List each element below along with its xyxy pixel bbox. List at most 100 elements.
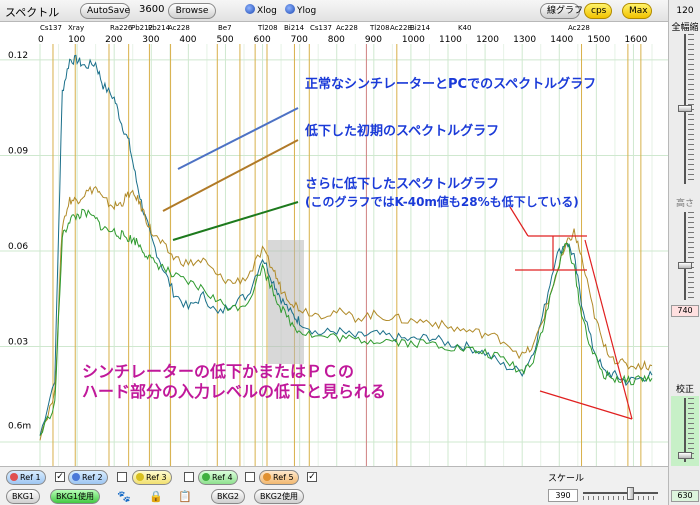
peak-label: Tl208	[257, 24, 278, 32]
y-tick-label: 0.03	[8, 337, 28, 347]
x-tick-label: 100	[68, 35, 85, 45]
trend-line	[584, 239, 633, 420]
peak-marker-pointer	[509, 206, 529, 237]
browse-button[interactable]: Browse	[168, 3, 216, 19]
ref3-color-icon	[136, 473, 144, 481]
right-control-panel: 120 全幅縮 高さ 740 校正 630	[668, 0, 700, 505]
annotation-pointer	[172, 201, 299, 241]
spectrum-chart-svg: 0 100 200 300 400 500 600 700 800 900 1000 1100 1200…	[0, 22, 668, 466]
scale-slider-track[interactable]	[583, 492, 658, 494]
x-tick-label: 800	[328, 35, 345, 45]
autosave-button[interactable]: AutoSave	[80, 3, 130, 19]
height-value: 740	[671, 305, 699, 317]
x-tick-label: 1500	[587, 35, 610, 45]
height-slider-ticks	[688, 212, 694, 300]
calibrate-label: 校正	[675, 385, 694, 395]
annotation-conclusion-2: ハード部分の入力レベルの低下と見られる	[82, 382, 386, 401]
peak-label: Cs137	[40, 24, 62, 32]
x-tick-label: 200	[105, 35, 122, 45]
ref4-button[interactable]: Ref 4	[198, 470, 238, 485]
peak-label: Ac228	[568, 24, 590, 32]
spectrum-chart: 0 100 200 300 400 500 600 700 800 900 1000 1100 1200…	[0, 22, 668, 466]
top-value: 120	[676, 6, 694, 16]
annotation-k40-note: (このグラフではK-40m値も28%も低下している)	[305, 194, 579, 209]
peak-label: Ac228	[168, 24, 190, 32]
ref4-checkbox[interactable]	[245, 472, 255, 482]
height-slider-thumb[interactable]	[678, 262, 692, 269]
ref1-label: Ref 1	[20, 473, 41, 482]
xlog-label: Xlog	[257, 6, 277, 16]
y-tick-label: 0.6m	[8, 421, 31, 431]
x-tick-label: 300	[142, 35, 159, 45]
annotation-pointer	[162, 139, 299, 212]
peak-label: Tl208	[369, 24, 390, 32]
window-title: スペクトル	[5, 6, 60, 19]
x-tick-label: 1100	[439, 35, 462, 45]
x-tick-label: 600	[254, 35, 271, 45]
radio-icon	[285, 4, 295, 14]
x-tick-label: 900	[365, 35, 382, 45]
height-label: 高さ	[675, 199, 694, 209]
ref2-checkbox[interactable]	[117, 472, 127, 482]
calibrate-slider-thumb[interactable]	[678, 452, 692, 459]
ylog-toggle[interactable]: Ylog	[285, 4, 316, 18]
clipboard-icon[interactable]: 📋	[178, 490, 192, 503]
y-tick-label: 0.09	[8, 146, 28, 156]
x-tick-label: 1400	[550, 35, 573, 45]
ref5-label: Ref 5	[273, 473, 294, 482]
lock-icon[interactable]: 🔒	[149, 490, 163, 503]
calibrate-slider-ticks	[688, 398, 694, 462]
bottom-toolbar: Ref 1 ✓ Ref 2 Ref 3 Ref 4 Ref 5 ✓ BKG1 B…	[0, 466, 668, 505]
paw-icon[interactable]: 🐾	[117, 490, 131, 503]
height-slider-track[interactable]	[684, 212, 686, 300]
ylog-label: Ylog	[297, 6, 317, 16]
ref3-button[interactable]: Ref 3	[132, 470, 172, 485]
annotation-pointer	[177, 107, 299, 170]
ref2-button[interactable]: Ref 2	[68, 470, 108, 485]
calibrate-slider-track[interactable]	[684, 398, 686, 462]
x-tick-label: 400	[179, 35, 196, 45]
x-tick-label: 1000	[402, 35, 425, 45]
x-tick-label: 1600	[624, 35, 647, 45]
ref2-label: Ref 2	[82, 473, 103, 482]
ref5-checkbox[interactable]: ✓	[307, 472, 317, 482]
ref5-button[interactable]: Ref 5	[259, 470, 299, 485]
y-tick-label: 0.12	[8, 51, 28, 61]
bkg2-use-button[interactable]: BKG2使用	[254, 489, 305, 504]
spectrum-series-line	[39, 185, 653, 441]
zoom-slider-thumb[interactable]	[678, 105, 692, 112]
peak-label: Ac228	[336, 24, 358, 32]
annotation-normal: 正常なシンチレーターとPCでのスペクトルグラフ	[305, 76, 596, 92]
ref1-button[interactable]: Ref 1	[6, 470, 46, 485]
ref1-checkbox[interactable]: ✓	[55, 472, 65, 482]
xlog-toggle[interactable]: Xlog	[245, 4, 277, 18]
x-tick-label: 1200	[476, 35, 499, 45]
scale-label: スケール	[548, 474, 585, 484]
cps-button[interactable]: cps	[584, 3, 612, 19]
scale-slider-ticks	[583, 496, 658, 500]
peak-label: Xray	[68, 24, 84, 32]
x-tick-label: 500	[216, 35, 233, 45]
peak-label: Ra226	[110, 24, 133, 32]
x-tick-label: 0	[38, 35, 44, 45]
max-button[interactable]: Max	[622, 3, 652, 19]
bkg2-button[interactable]: BKG2	[211, 489, 246, 504]
peak-label: Ac228	[390, 24, 412, 32]
peak-label: Bi214	[284, 24, 305, 32]
peak-label: Bi214	[410, 24, 431, 32]
scale-value: 390	[548, 489, 578, 502]
calibrate-value: 630	[671, 490, 699, 502]
top-toolbar: スペクトル AutoSave 3600 Browse Xlog Ylog 線グラ…	[0, 0, 700, 22]
line-graph-button[interactable]: 線グラフ	[540, 3, 583, 19]
x-tick-label: 700	[291, 35, 308, 45]
bkg1-button[interactable]: BKG1	[6, 489, 41, 504]
spectrum-series-line	[39, 208, 653, 436]
highlight-region	[268, 240, 304, 364]
bkg1-use-button[interactable]: BKG1使用	[50, 489, 101, 504]
scale-slider-thumb[interactable]	[627, 487, 634, 500]
peak-label: Cs137	[310, 24, 332, 32]
annotation-further-decline: さらに低下したスペクトルグラフ	[305, 176, 499, 192]
annotation-initial-decline: 低下した初期のスペクトルグラフ	[304, 123, 499, 139]
ref3-checkbox[interactable]	[184, 472, 194, 482]
